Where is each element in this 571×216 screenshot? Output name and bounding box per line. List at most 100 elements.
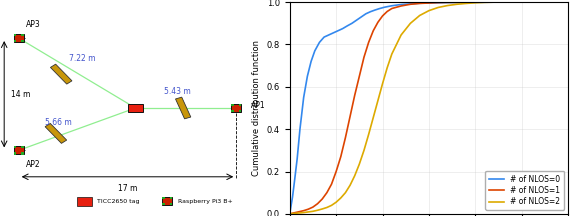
Bar bbox=[21, 152, 24, 154]
# of NLOS=1 bbox=[342, 136, 349, 139]
# of NLOS=0 bbox=[397, 3, 404, 6]
Bar bbox=[14, 34, 24, 42]
# of NLOS=2 bbox=[314, 209, 321, 211]
# of NLOS=1 bbox=[314, 202, 321, 205]
# of NLOS=2 bbox=[425, 9, 432, 12]
# of NLOS=2 bbox=[356, 163, 363, 165]
Bar bbox=[239, 110, 242, 112]
# of NLOS=2 bbox=[365, 133, 372, 136]
# of NLOS=0 bbox=[376, 7, 383, 10]
# of NLOS=1 bbox=[472, 1, 478, 3]
Bar bbox=[21, 146, 24, 148]
# of NLOS=2 bbox=[342, 191, 349, 194]
Text: 7.22 m: 7.22 m bbox=[69, 54, 96, 64]
# of NLOS=2 bbox=[388, 53, 395, 55]
Bar bbox=[21, 34, 24, 36]
Line: # of NLOS=0: # of NLOS=0 bbox=[289, 2, 568, 214]
Line: # of NLOS=1: # of NLOS=1 bbox=[289, 2, 568, 214]
# of NLOS=2 bbox=[463, 2, 469, 5]
Text: 14 m: 14 m bbox=[11, 90, 30, 99]
Text: TICC2650 tag: TICC2650 tag bbox=[97, 199, 139, 204]
# of NLOS=0 bbox=[565, 1, 571, 3]
Line: # of NLOS=2: # of NLOS=2 bbox=[289, 2, 568, 214]
# of NLOS=1 bbox=[397, 5, 404, 7]
# of NLOS=2 bbox=[379, 82, 386, 85]
# of NLOS=0 bbox=[348, 22, 355, 25]
# of NLOS=1 bbox=[337, 155, 344, 158]
# of NLOS=1 bbox=[328, 183, 335, 186]
# of NLOS=1 bbox=[425, 2, 432, 4]
# of NLOS=0 bbox=[490, 1, 497, 3]
# of NLOS=2 bbox=[435, 6, 441, 9]
# of NLOS=2 bbox=[416, 14, 423, 17]
Polygon shape bbox=[50, 64, 72, 84]
# of NLOS=1 bbox=[300, 209, 307, 212]
# of NLOS=1 bbox=[286, 213, 293, 215]
# of NLOS=0 bbox=[330, 32, 337, 34]
# of NLOS=1 bbox=[384, 10, 391, 13]
# of NLOS=1 bbox=[463, 1, 469, 3]
# of NLOS=2 bbox=[490, 1, 497, 3]
Bar bbox=[231, 104, 234, 106]
Text: 5.43 m: 5.43 m bbox=[164, 87, 191, 96]
Text: AP3: AP3 bbox=[26, 20, 41, 29]
# of NLOS=1 bbox=[319, 198, 325, 200]
# of NLOS=0 bbox=[388, 5, 395, 7]
# of NLOS=1 bbox=[309, 206, 316, 208]
# of NLOS=2 bbox=[407, 22, 414, 25]
# of NLOS=0 bbox=[363, 13, 369, 15]
# of NLOS=1 bbox=[347, 115, 353, 118]
Bar bbox=[21, 40, 24, 42]
# of NLOS=0 bbox=[286, 213, 293, 215]
# of NLOS=0 bbox=[293, 157, 300, 160]
Bar bbox=[239, 104, 242, 106]
Bar bbox=[128, 104, 143, 112]
# of NLOS=1 bbox=[407, 3, 414, 6]
# of NLOS=1 bbox=[486, 1, 493, 3]
# of NLOS=0 bbox=[344, 25, 351, 27]
# of NLOS=2 bbox=[370, 116, 377, 119]
# of NLOS=1 bbox=[333, 170, 340, 173]
# of NLOS=2 bbox=[528, 1, 534, 3]
Bar bbox=[14, 146, 24, 154]
# of NLOS=0 bbox=[381, 6, 388, 9]
Bar bbox=[162, 197, 172, 205]
# of NLOS=0 bbox=[416, 2, 423, 5]
# of NLOS=2 bbox=[384, 67, 391, 69]
Text: 17 m: 17 m bbox=[118, 184, 137, 193]
Polygon shape bbox=[45, 123, 67, 143]
# of NLOS=1 bbox=[360, 56, 367, 59]
Bar bbox=[162, 197, 165, 199]
# of NLOS=0 bbox=[288, 204, 295, 207]
# of NLOS=2 bbox=[323, 206, 330, 209]
Bar bbox=[77, 197, 92, 206]
Polygon shape bbox=[175, 97, 191, 119]
Bar bbox=[231, 110, 234, 112]
# of NLOS=2 bbox=[565, 1, 571, 3]
Text: AP1: AP1 bbox=[251, 101, 266, 110]
# of NLOS=2 bbox=[319, 208, 325, 210]
Bar bbox=[14, 40, 17, 42]
Y-axis label: Cumulative distribution function: Cumulative distribution function bbox=[252, 40, 261, 176]
# of NLOS=0 bbox=[325, 34, 332, 36]
# of NLOS=1 bbox=[416, 2, 423, 5]
# of NLOS=0 bbox=[339, 27, 346, 30]
# of NLOS=1 bbox=[379, 15, 386, 17]
# of NLOS=0 bbox=[353, 19, 360, 21]
# of NLOS=2 bbox=[360, 149, 367, 152]
# of NLOS=0 bbox=[321, 36, 328, 38]
# of NLOS=1 bbox=[565, 1, 571, 3]
Legend: # of NLOS=0, # of NLOS=1, # of NLOS=2: # of NLOS=0, # of NLOS=1, # of NLOS=2 bbox=[485, 171, 564, 210]
# of NLOS=2 bbox=[300, 211, 307, 214]
# of NLOS=1 bbox=[296, 210, 303, 213]
# of NLOS=0 bbox=[291, 181, 298, 183]
Bar bbox=[14, 152, 17, 154]
# of NLOS=2 bbox=[351, 175, 358, 177]
# of NLOS=2 bbox=[337, 197, 344, 199]
# of NLOS=0 bbox=[304, 75, 311, 78]
# of NLOS=2 bbox=[444, 4, 451, 7]
# of NLOS=1 bbox=[351, 94, 358, 97]
Text: AP2: AP2 bbox=[26, 160, 41, 169]
# of NLOS=2 bbox=[296, 212, 303, 214]
Text: 5.66 m: 5.66 m bbox=[45, 118, 72, 127]
